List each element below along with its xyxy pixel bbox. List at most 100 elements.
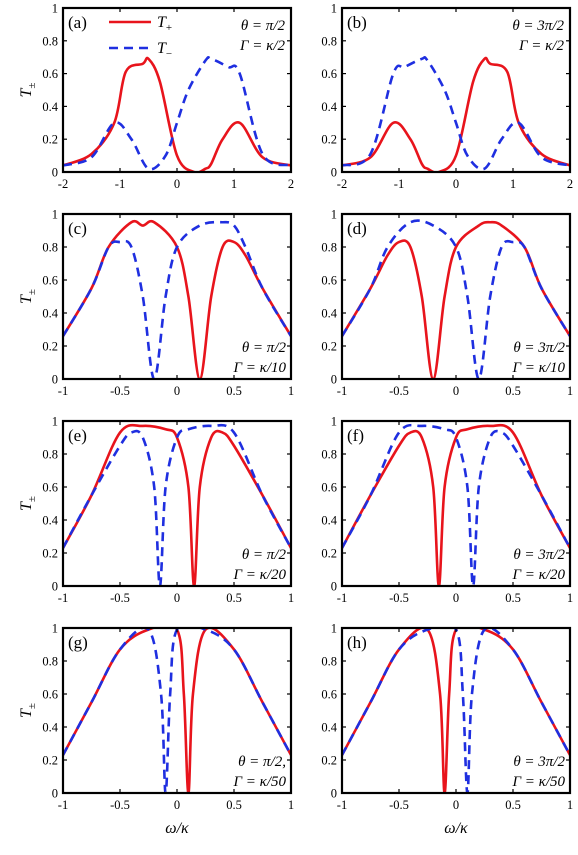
y-tick-label: 0.8	[321, 34, 337, 48]
y-tick-label: 0.4	[321, 514, 337, 528]
x-tick-label: 1	[510, 177, 516, 191]
x-tick-label: 0	[453, 798, 459, 812]
panel-e: -1 -0.5 0 0.5 1 0 0.2 0.4 0.6 0.8 1 (e) θ = π/2 Γ = κ…	[18, 415, 294, 606]
x-tick-label: 0.5	[226, 384, 242, 398]
y-tick-label: 0.2	[321, 754, 337, 768]
y-tick-label: 0.6	[42, 67, 58, 81]
y-tick-label: 0.4	[321, 307, 337, 321]
x-tick-label: -1	[115, 177, 125, 191]
y-tick-label: 1	[52, 415, 58, 429]
x-tick-label: 1	[231, 177, 237, 191]
x-tick-label: -0.5	[389, 591, 409, 605]
series-t-minus-line	[342, 219, 570, 379]
panel-label: (f)	[347, 426, 364, 445]
y-tick-label: 0.6	[321, 67, 337, 81]
y-tick-label: 0.6	[321, 688, 337, 702]
x-tick-label: 2	[567, 177, 573, 191]
x-tick-label: 1	[567, 591, 573, 605]
x-tick-label: -1	[394, 177, 404, 191]
panel-label: (c)	[68, 219, 87, 238]
panel-label: (d)	[347, 219, 367, 238]
x-tick-label: 1	[567, 384, 573, 398]
x-tick-label: -0.5	[389, 798, 409, 812]
series-t-plus-line	[342, 56, 570, 172]
y-tick-label: 0.4	[42, 100, 58, 114]
y-tick-label: 0.8	[321, 241, 337, 255]
legend-label: T+	[157, 14, 172, 34]
panel-c: -1 -0.5 0 0.5 1 0 0.2 0.4 0.6 0.8 1 (c) θ = π/2 Γ = κ…	[18, 208, 294, 399]
y-tick-label: 0.8	[42, 448, 58, 462]
panel-f: -1 -0.5 0 0.5 1 0 0.2 0.4 0.6 0.8 1 (f) θ = 3π/2 Γ = …	[321, 415, 573, 606]
y-tick-label: 0.2	[321, 133, 337, 147]
panel-label: (a)	[68, 13, 87, 32]
x-tick-label: 0	[453, 384, 459, 398]
series-t-minus-line	[63, 628, 291, 793]
y-tick-label: 0.8	[321, 655, 337, 669]
x-tick-label: 0.5	[226, 798, 242, 812]
y-tick-label: 0.6	[42, 274, 58, 288]
series-t-plus-line	[342, 423, 570, 586]
x-tick-label: 0	[453, 177, 459, 191]
x-tick-label: 0	[174, 177, 180, 191]
y-tick-label: 0	[52, 580, 58, 594]
x-tick-label: -1	[337, 591, 347, 605]
y-tick-label: 0.2	[321, 340, 337, 354]
series-t-plus-line	[342, 220, 570, 379]
x-axis-label: ω/κ	[165, 820, 189, 837]
x-tick-label: -1	[337, 798, 347, 812]
y-tick-label: 0.4	[42, 307, 58, 321]
annotation-text: Γ = κ/20	[511, 567, 565, 583]
y-tick-label: 1	[52, 208, 58, 222]
annotation-text: Γ = κ/20	[232, 567, 286, 583]
y-tick-label: 0.8	[42, 241, 58, 255]
y-tick-label: 0.8	[42, 655, 58, 669]
panel-h: -1 -0.5 0 0.5 1 0 0.2 0.4 0.6 0.8 1 (h) θ = 3π/2 Γ = …	[321, 622, 573, 838]
x-tick-label: -0.5	[110, 798, 130, 812]
x-tick-label: -0.5	[389, 384, 409, 398]
y-axis-label: T±	[18, 289, 38, 304]
y-tick-label: 0	[331, 166, 337, 180]
panel-d: -1 -0.5 0 0.5 1 0 0.2 0.4 0.6 0.8 1 (d) θ = 3π/2 Γ = …	[321, 208, 573, 399]
x-tick-label: 2	[288, 177, 294, 191]
panel-label: (b)	[347, 13, 367, 32]
x-tick-label: 1	[288, 591, 294, 605]
x-tick-label: 1	[288, 384, 294, 398]
y-tick-label: 0	[331, 787, 337, 801]
y-tick-label: 0.2	[321, 547, 337, 561]
y-axis-label: T±	[18, 703, 38, 718]
series-t-plus-line	[63, 423, 291, 586]
series-t-minus-line	[63, 220, 291, 379]
y-tick-label: 0	[52, 373, 58, 387]
x-tick-label: 1	[288, 798, 294, 812]
x-tick-label: 0.5	[505, 384, 521, 398]
y-tick-label: 0	[331, 580, 337, 594]
y-tick-label: 0.8	[321, 448, 337, 462]
y-tick-label: 0.2	[42, 547, 58, 561]
panel-label: (g)	[68, 633, 88, 652]
panel-g: -1 -0.5 0 0.5 1 0 0.2 0.4 0.6 0.8 1 (g) θ = π/2, Γ = …	[18, 622, 294, 838]
x-tick-label: -1	[58, 798, 68, 812]
legend-label: T−	[157, 40, 172, 60]
x-tick-label: 0	[174, 798, 180, 812]
y-tick-label: 0.4	[321, 721, 337, 735]
annotation-text: θ = π/2	[241, 18, 286, 34]
panel-label: (e)	[68, 426, 87, 445]
annotation-text: θ = 3π/2	[513, 340, 565, 356]
y-tick-label: 0.2	[42, 754, 58, 768]
y-tick-label: 1	[331, 208, 337, 222]
x-tick-label: -0.5	[110, 384, 130, 398]
panel-label: (h)	[347, 633, 367, 652]
series-t-minus-line	[63, 423, 291, 586]
y-tick-label: 1	[331, 2, 337, 16]
y-tick-label: 0.4	[42, 721, 58, 735]
x-tick-label: 0.5	[505, 798, 521, 812]
y-tick-label: 1	[52, 622, 58, 636]
annotation-text: θ = π/2	[242, 547, 287, 563]
y-tick-label: 0.8	[42, 34, 58, 48]
y-tick-label: 0.2	[42, 133, 58, 147]
x-tick-label: -1	[58, 384, 68, 398]
annotation-text: Γ = κ/2	[518, 38, 565, 54]
series-t-minus-line	[342, 423, 570, 586]
y-tick-label: 0	[52, 787, 58, 801]
